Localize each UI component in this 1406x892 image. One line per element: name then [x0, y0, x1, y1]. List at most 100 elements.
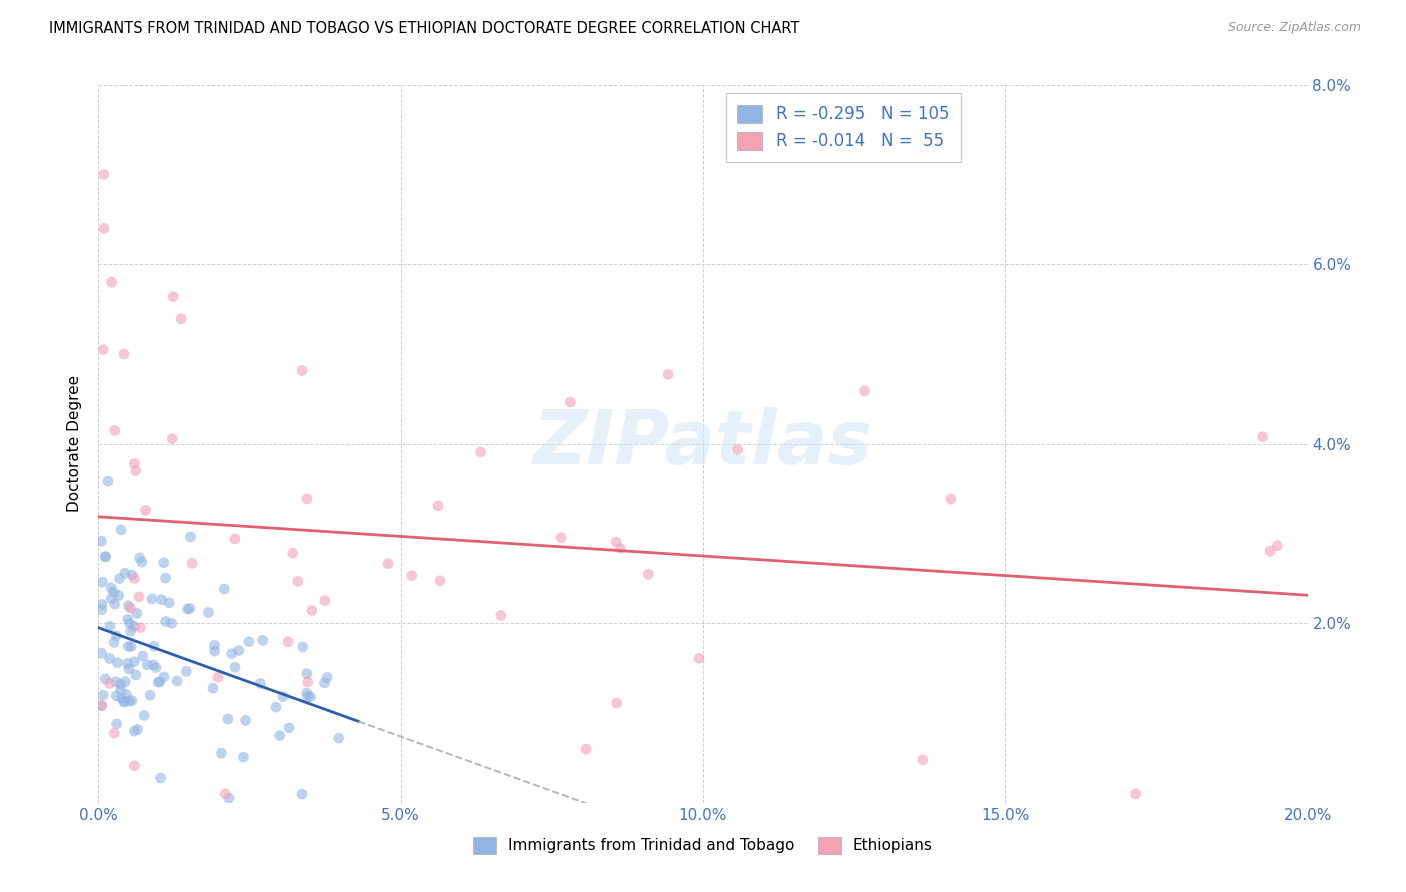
Point: [125, 668, 148, 682]
Point: [103, 635, 125, 649]
Point: [297, 690, 319, 704]
Point: [429, 574, 451, 588]
Point: [295, 491, 318, 506]
Point: [939, 492, 962, 507]
Point: [124, 572, 146, 586]
Point: [575, 742, 598, 756]
Point: [228, 643, 250, 657]
Point: [94, 672, 117, 686]
Point: [117, 640, 139, 654]
Point: [281, 546, 304, 560]
Point: [118, 616, 141, 631]
Point: [224, 660, 246, 674]
Point: [104, 597, 127, 611]
Point: [160, 616, 183, 631]
Point: [218, 791, 240, 805]
Point: [278, 721, 301, 735]
Point: [142, 657, 165, 672]
Point: [115, 688, 138, 702]
Point: [180, 530, 202, 544]
Point: [271, 690, 294, 704]
Point: [145, 660, 167, 674]
Point: [560, 395, 582, 409]
Point: [162, 432, 184, 446]
Point: [176, 665, 198, 679]
Point: [98, 619, 121, 633]
Point: [118, 662, 141, 676]
Point: [214, 787, 236, 801]
Legend: Immigrants from Trinidad and Tobago, Ethiopians: Immigrants from Trinidad and Tobago, Eth…: [467, 831, 939, 860]
Point: [609, 541, 631, 556]
Point: [90, 534, 112, 549]
Point: [98, 676, 121, 690]
Point: [114, 566, 136, 581]
Point: [139, 688, 162, 702]
Point: [211, 746, 233, 760]
Point: [204, 644, 226, 658]
Point: [91, 598, 114, 612]
Point: [291, 640, 314, 654]
Point: [112, 347, 135, 361]
Point: [90, 603, 112, 617]
Point: [181, 557, 204, 571]
Point: [90, 646, 112, 660]
Point: [153, 670, 176, 684]
Point: [252, 633, 274, 648]
Point: [605, 535, 627, 549]
Point: [105, 717, 128, 731]
Text: Source: ZipAtlas.com: Source: ZipAtlas.com: [1227, 21, 1361, 35]
Point: [150, 592, 173, 607]
Point: [470, 445, 492, 459]
Point: [606, 696, 628, 710]
Point: [197, 606, 219, 620]
Point: [149, 674, 172, 689]
Point: [112, 694, 135, 708]
Point: [637, 567, 659, 582]
Point: [105, 629, 128, 643]
Point: [155, 615, 177, 629]
Point: [149, 771, 172, 785]
Point: [103, 726, 125, 740]
Point: [117, 657, 139, 671]
Point: [264, 700, 287, 714]
Point: [104, 424, 127, 438]
Point: [103, 585, 125, 599]
Point: [301, 603, 323, 617]
Point: [427, 499, 450, 513]
Point: [122, 619, 145, 633]
Point: [131, 555, 153, 569]
Point: [118, 694, 141, 708]
Point: [157, 596, 180, 610]
Point: [135, 503, 157, 517]
Point: [121, 694, 143, 708]
Point: [100, 581, 122, 595]
Point: [105, 656, 128, 670]
Point: [120, 624, 142, 639]
Point: [328, 731, 350, 746]
Point: [277, 635, 299, 649]
Point: [121, 568, 143, 582]
Point: [238, 634, 260, 648]
Point: [129, 621, 152, 635]
Point: [235, 714, 257, 728]
Point: [1267, 539, 1289, 553]
Point: [291, 363, 314, 377]
Point: [98, 651, 121, 665]
Point: [136, 657, 159, 672]
Point: [688, 651, 710, 665]
Point: [217, 712, 239, 726]
Point: [377, 557, 399, 571]
Point: [201, 681, 224, 696]
Point: [104, 674, 127, 689]
Point: [232, 750, 254, 764]
Point: [155, 571, 177, 585]
Point: [224, 532, 246, 546]
Point: [108, 572, 131, 586]
Point: [249, 676, 271, 690]
Point: [120, 601, 142, 615]
Point: [316, 670, 339, 684]
Point: [141, 591, 163, 606]
Point: [401, 568, 423, 582]
Point: [122, 655, 145, 669]
Point: [112, 695, 135, 709]
